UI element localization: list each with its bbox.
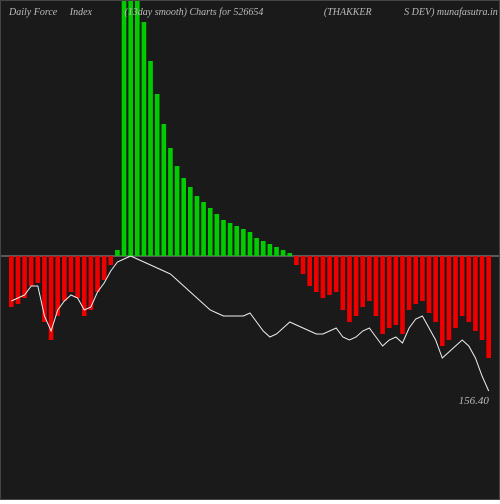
price-label: 156.40	[459, 395, 489, 407]
title-seg-3: (13day smooth) Charts for 526654	[124, 7, 263, 18]
title-seg-2: Index	[70, 7, 92, 18]
title-seg-4: (THAKKER	[324, 7, 372, 18]
chart-svg	[1, 1, 499, 499]
chart-title-bar: Daily Force Index (13day smooth) Charts …	[1, 7, 499, 18]
title-seg-5: S DEV) munafasutra.in	[404, 7, 498, 18]
force-index-chart: Daily Force Index (13day smooth) Charts …	[0, 0, 500, 500]
title-seg-1: Daily Force	[9, 7, 57, 18]
